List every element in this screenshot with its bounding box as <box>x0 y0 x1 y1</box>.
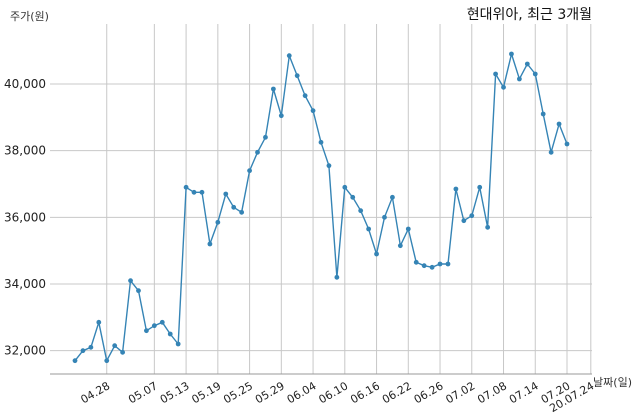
price-point <box>548 149 554 155</box>
price-point <box>294 73 300 79</box>
x-tick-label: 05.07 <box>126 379 160 406</box>
price-point <box>215 219 221 225</box>
x-tick-label: 06.22 <box>380 379 414 406</box>
price-point <box>88 344 94 350</box>
price-point <box>556 121 562 127</box>
y-tick-label: 34,000 <box>4 277 46 291</box>
price-point <box>128 278 133 284</box>
price-point <box>421 263 427 269</box>
price-point <box>191 189 197 195</box>
price-point <box>564 141 570 147</box>
price-line <box>74 51 568 363</box>
price-point <box>461 218 467 224</box>
price-point <box>477 184 483 190</box>
price-point <box>334 274 340 280</box>
price-point <box>167 331 173 337</box>
price-point <box>501 84 506 90</box>
price-point <box>104 358 110 364</box>
price-point <box>310 108 316 114</box>
price-point <box>509 51 514 57</box>
y-tick-label: 38,000 <box>4 144 46 158</box>
price-point <box>120 349 126 355</box>
x-tick-label: 05.29 <box>253 379 287 406</box>
price-point <box>540 111 546 117</box>
y-tick-label: 40,000 <box>4 77 46 91</box>
price-point <box>350 194 356 200</box>
price-point <box>405 226 411 232</box>
grid <box>50 24 592 374</box>
price-point <box>445 261 451 267</box>
price-point <box>342 184 348 190</box>
price-point <box>358 208 364 214</box>
x-tick-label: 06.16 <box>348 379 382 406</box>
y-tick-label: 32,000 <box>4 344 46 358</box>
price-point <box>366 226 372 232</box>
price-point <box>453 186 459 192</box>
price-point <box>199 189 205 195</box>
y-axis-label: 주가(원) <box>10 10 49 23</box>
price-point <box>151 323 157 329</box>
x-axis-label: 날짜(일) <box>593 375 632 389</box>
price-point <box>255 149 260 155</box>
x-tick-label: 07.02 <box>443 379 477 406</box>
price-point <box>469 213 475 219</box>
x-tick-label: 04.28 <box>78 379 112 406</box>
price-point <box>112 343 118 349</box>
price-point <box>390 194 395 200</box>
price-point <box>270 86 276 92</box>
x-tick-label: 07.08 <box>475 379 509 406</box>
x-tick-label: 05.25 <box>221 379 255 406</box>
price-point <box>493 71 498 77</box>
price-point <box>397 243 403 249</box>
price-point <box>286 53 292 59</box>
price-point <box>413 259 419 265</box>
price-point <box>524 61 530 67</box>
price-point <box>278 113 284 119</box>
price-point <box>247 168 252 174</box>
price-point <box>144 328 149 334</box>
axes: 32,000 34,000 36,000 38,000 40,000 04.28 05.07… <box>4 77 596 415</box>
price-point <box>326 163 332 169</box>
price-point <box>374 251 379 257</box>
price-point <box>318 139 324 145</box>
price-point <box>382 214 387 220</box>
x-tick-label: 07.14 <box>507 379 541 406</box>
price-point <box>437 261 443 267</box>
price-point <box>207 241 213 247</box>
price-point <box>485 224 491 230</box>
price-point <box>175 341 181 347</box>
price-point <box>532 71 538 77</box>
y-tick-label: 36,000 <box>4 210 46 224</box>
price-point <box>159 319 165 325</box>
price-point <box>136 288 141 294</box>
price-point <box>302 93 308 99</box>
chart-title: 현대위아, 최근 3개월 <box>467 7 592 23</box>
price-point <box>429 264 435 270</box>
x-tick-label: 06.10 <box>317 379 351 406</box>
price-point <box>183 184 189 190</box>
x-tick-label: 05.13 <box>158 379 192 406</box>
price-point <box>96 319 102 325</box>
price-point <box>80 348 86 354</box>
price-point <box>72 358 78 364</box>
price-point <box>231 204 237 210</box>
x-tick-label: 06.04 <box>285 379 319 406</box>
price-point <box>239 209 245 215</box>
price-point <box>516 76 522 82</box>
price-point <box>263 134 268 140</box>
x-tick-label: 05.19 <box>190 379 224 406</box>
series-layer <box>72 51 570 364</box>
price-point <box>223 191 229 197</box>
x-tick-label: 06.26 <box>412 379 446 406</box>
